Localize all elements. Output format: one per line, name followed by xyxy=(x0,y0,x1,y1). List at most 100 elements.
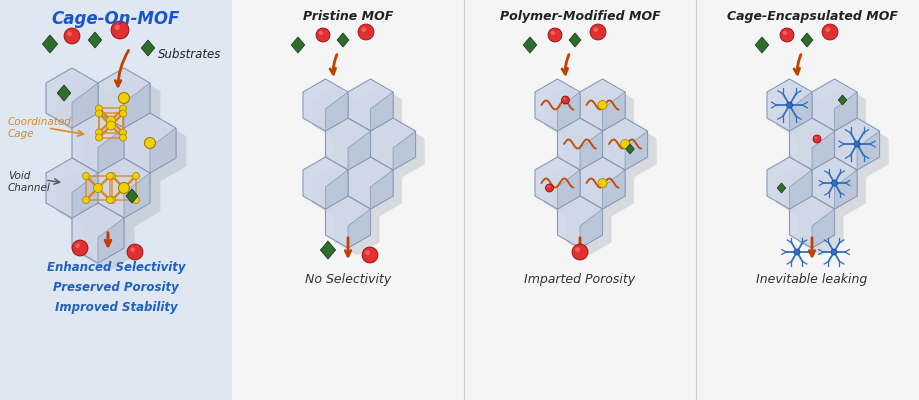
Polygon shape xyxy=(798,125,843,177)
Polygon shape xyxy=(534,79,579,131)
Circle shape xyxy=(107,196,113,204)
Polygon shape xyxy=(776,86,821,138)
Polygon shape xyxy=(347,209,370,248)
Circle shape xyxy=(593,27,597,32)
Polygon shape xyxy=(811,131,834,170)
Circle shape xyxy=(107,121,116,130)
Polygon shape xyxy=(335,125,380,177)
Polygon shape xyxy=(834,118,879,170)
Text: Inevitable leaking: Inevitable leaking xyxy=(755,274,867,286)
Polygon shape xyxy=(789,92,811,131)
Polygon shape xyxy=(800,33,812,47)
Circle shape xyxy=(108,172,115,180)
Polygon shape xyxy=(392,131,415,170)
Polygon shape xyxy=(834,170,857,209)
Polygon shape xyxy=(46,158,98,218)
Circle shape xyxy=(572,244,587,260)
Polygon shape xyxy=(821,164,865,216)
Text: Coordinated
Cage: Coordinated Cage xyxy=(8,117,72,139)
Polygon shape xyxy=(543,164,588,216)
Polygon shape xyxy=(789,196,834,248)
Text: Cage-On-MOF: Cage-On-MOF xyxy=(51,10,180,28)
Polygon shape xyxy=(798,203,843,255)
Polygon shape xyxy=(291,37,304,53)
Polygon shape xyxy=(611,125,656,177)
Polygon shape xyxy=(72,83,98,128)
Circle shape xyxy=(550,31,554,35)
Circle shape xyxy=(361,27,366,32)
Text: Imparted Porosity: Imparted Porosity xyxy=(524,274,635,286)
Polygon shape xyxy=(579,209,602,248)
Polygon shape xyxy=(811,79,857,131)
Polygon shape xyxy=(557,170,579,209)
Polygon shape xyxy=(124,173,150,218)
Polygon shape xyxy=(150,128,176,173)
Polygon shape xyxy=(312,164,357,216)
Polygon shape xyxy=(766,79,811,131)
Polygon shape xyxy=(624,131,647,170)
Polygon shape xyxy=(302,79,347,131)
Circle shape xyxy=(130,247,135,252)
Circle shape xyxy=(144,138,155,148)
Circle shape xyxy=(119,129,126,136)
Circle shape xyxy=(83,172,89,180)
Circle shape xyxy=(813,137,816,139)
Polygon shape xyxy=(46,68,98,128)
Circle shape xyxy=(831,180,836,186)
Text: Polymer-Modified MOF: Polymer-Modified MOF xyxy=(499,10,660,23)
Polygon shape xyxy=(88,32,102,48)
Polygon shape xyxy=(357,164,402,216)
Circle shape xyxy=(132,172,140,180)
Polygon shape xyxy=(370,170,392,209)
Circle shape xyxy=(119,184,129,192)
Circle shape xyxy=(357,24,374,40)
Polygon shape xyxy=(602,170,624,209)
Polygon shape xyxy=(357,86,402,138)
Circle shape xyxy=(94,184,102,192)
Polygon shape xyxy=(98,128,124,173)
Text: Pristine MOF: Pristine MOF xyxy=(302,10,392,23)
Polygon shape xyxy=(370,118,415,170)
Polygon shape xyxy=(126,189,138,203)
Circle shape xyxy=(361,247,378,263)
Circle shape xyxy=(786,102,791,108)
Text: No Selectivity: No Selectivity xyxy=(304,274,391,286)
Polygon shape xyxy=(579,157,624,209)
Circle shape xyxy=(561,96,569,104)
Polygon shape xyxy=(325,196,370,248)
Circle shape xyxy=(812,135,820,143)
Polygon shape xyxy=(325,92,347,131)
Circle shape xyxy=(589,24,606,40)
Polygon shape xyxy=(557,196,602,248)
Polygon shape xyxy=(72,203,124,263)
Circle shape xyxy=(619,140,629,148)
Polygon shape xyxy=(325,170,347,209)
Polygon shape xyxy=(72,113,124,173)
Polygon shape xyxy=(766,157,811,209)
Circle shape xyxy=(127,244,142,260)
Circle shape xyxy=(597,100,607,110)
Polygon shape xyxy=(347,157,392,209)
Circle shape xyxy=(96,129,102,136)
Circle shape xyxy=(96,134,102,141)
Circle shape xyxy=(779,28,793,42)
Circle shape xyxy=(821,24,837,40)
Polygon shape xyxy=(557,92,579,131)
Polygon shape xyxy=(588,164,633,216)
Circle shape xyxy=(853,141,859,147)
Polygon shape xyxy=(569,33,580,47)
Circle shape xyxy=(119,182,130,194)
Polygon shape xyxy=(579,79,624,131)
Circle shape xyxy=(132,196,140,204)
Circle shape xyxy=(111,21,129,39)
Polygon shape xyxy=(72,173,98,218)
Polygon shape xyxy=(777,183,785,193)
Circle shape xyxy=(72,240,88,256)
Circle shape xyxy=(548,28,562,42)
Text: Enhanced Selectivity: Enhanced Selectivity xyxy=(47,260,185,274)
Circle shape xyxy=(824,27,829,32)
Polygon shape xyxy=(108,166,160,226)
Polygon shape xyxy=(83,121,134,181)
Circle shape xyxy=(75,243,80,248)
Circle shape xyxy=(107,116,116,125)
